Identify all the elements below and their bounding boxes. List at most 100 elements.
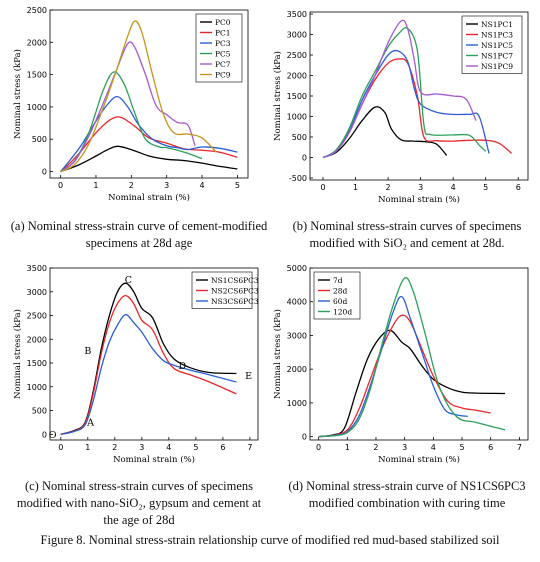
- chart-a-legend: [195, 13, 243, 83]
- chart-b-legend-label: NS1PC7: [481, 52, 513, 61]
- chart-a-series-pc9: [60, 20, 217, 173]
- chart-a-xtick-label: 0: [58, 181, 63, 190]
- chart-d-ytick-label: 2000: [287, 365, 307, 374]
- chart-b-legend-label: NS1PC1: [481, 20, 513, 29]
- chart-a-legend-label: PC7: [215, 60, 231, 69]
- chart-b-ytick-label: 1000: [287, 112, 307, 121]
- chart-a-legend-label: PC5: [215, 50, 231, 59]
- chart-d-legend-label: 28d: [333, 287, 348, 296]
- chart-b-series-ns1pc7: [322, 27, 487, 159]
- chart-c-xtick-label: 4: [166, 443, 171, 452]
- chart-c-ytick-label: 1500: [27, 359, 47, 368]
- chart-b-ytick-label: 3000: [287, 31, 307, 40]
- chart-a-ytick-label: 2500: [27, 6, 47, 15]
- chart-d-xtick-label: 4: [431, 443, 436, 452]
- chart-b-legend-label: NS1PC5: [481, 41, 513, 50]
- chart-d-xtick-label: 0: [316, 443, 321, 452]
- chart-c-legend-label: NS2CS6PC3: [211, 287, 259, 296]
- chart-c-annotation: O: [49, 430, 57, 441]
- chart-d-ytick-label: 4000: [287, 298, 307, 307]
- chart-d-xtick-label: 1: [345, 443, 350, 452]
- chart-a-series-pc7: [60, 41, 196, 173]
- chart-b-series-ns1pc1: [322, 106, 448, 159]
- chart-c-ytick-label: 3500: [27, 264, 47, 273]
- chart-d-ytick-label: 5000: [287, 264, 307, 273]
- figure-caption: Figure 8. Nominal stress-strain relation…: [40, 533, 500, 547]
- chart-b-xtick-label: 0: [320, 183, 325, 192]
- chart-d-legend-label: 7d: [333, 276, 343, 285]
- chart-d-series-60d: [318, 295, 468, 438]
- chart-c-series-ns2cs6pc3: [60, 294, 237, 435]
- chart-d-xtick-label: 3: [402, 443, 407, 452]
- chart-b-series-ns1pc9: [322, 19, 477, 159]
- chart-d-series-7d: [318, 329, 506, 438]
- chart-a-ytick-label: 2000: [27, 38, 47, 47]
- chart-a-ytick-label: 1000: [27, 103, 47, 112]
- chart-b-xtick-label: 1: [353, 183, 358, 192]
- chart-a-xtick-label: 4: [199, 181, 204, 190]
- chart-b-series-ns1pc5: [322, 49, 490, 159]
- chart-d-xtick-label: 5: [459, 443, 464, 452]
- chart-c-annotation: C: [125, 275, 132, 286]
- chart-c-ylabel: Nominal stress (kPa): [12, 309, 23, 399]
- chart-c-xtick-label: 1: [85, 443, 90, 452]
- chart-a-ytick-label: 0: [42, 168, 47, 177]
- chart-a-ylabel: Nominal stress (kPa): [12, 49, 23, 139]
- chart-a-svg: 0 500 1000 1500 2000 2500 0 1 2 3 4 5 Nominal strain…: [12, 6, 249, 203]
- chart-d-legend-label: 120d: [333, 308, 352, 317]
- chart-c-xtick-label: 0: [58, 443, 63, 452]
- chart-d-frame: [309, 267, 529, 441]
- chart-c-xtick-label: 3: [139, 443, 144, 452]
- chart-a: 0 500 1000 1500 2000 2500 0 1 2 3 4 5 Nominal strain…: [0, 0, 270, 205]
- chart-c-svg: 0 500 1000 1500 2000 2500 3000 3500 0 1 2 3 4 5 6 7 Nomi…: [12, 264, 259, 465]
- chart-a-xtick-label: 3: [164, 181, 169, 190]
- chart-b-xtick-label: 4: [451, 183, 456, 192]
- chart-c-xtick-label: 7: [247, 443, 252, 452]
- chart-a-series-pc0: [60, 145, 238, 173]
- chart-c-frame: [49, 267, 259, 441]
- chart-c-xtick-label: 2: [112, 443, 117, 452]
- chart-a-xlabel: Nominal strain (%): [108, 192, 190, 203]
- chart-d-series-28d: [318, 314, 491, 438]
- chart-c-ytick-label: 2000: [27, 335, 47, 344]
- chart-c-annotation: E: [245, 371, 252, 382]
- chart-d-ytick-label: 0: [302, 433, 307, 442]
- chart-b-ytick-label: 1500: [287, 92, 307, 101]
- chart-b-ytick-label: 2000: [287, 72, 307, 81]
- chart-d-xtick-label: 7: [517, 443, 522, 452]
- chart-c-ytick-label: 2500: [27, 312, 47, 321]
- chart-a-xtick-label: 5: [235, 181, 240, 190]
- chart-a-legend-label: PC1: [215, 29, 231, 38]
- chart-b-ytick-label: 2500: [287, 51, 307, 60]
- chart-d-ytick-label: 1000: [287, 399, 307, 408]
- chart-a-series-pc5: [60, 71, 203, 173]
- chart-c-annotation: B: [84, 346, 91, 357]
- chart-c-legend-label: NS1CS6PC3: [211, 276, 259, 285]
- chart-d: 0 1000 2000 3000 4000 5000 0 1 2 3 4 5 6 7 Nominal str…: [270, 262, 540, 472]
- chart-b-ytick-label: -500: [289, 174, 307, 183]
- chart-a-legend-label: PC3: [215, 39, 231, 48]
- chart-a-legend-label: PC0: [215, 18, 231, 27]
- chart-a-series-pc1: [60, 116, 238, 172]
- chart-a-legend-label: PC9: [215, 71, 231, 80]
- caption-d: (d) Nominal stress-strain curve of NS1CS…: [288, 479, 526, 510]
- chart-d-series-120d: [318, 277, 506, 438]
- chart-b-ytick-label: 3500: [287, 10, 307, 19]
- chart-b-xlabel: Nominal strain (%): [378, 194, 460, 205]
- chart-c-ytick-label: 1000: [27, 383, 47, 392]
- chart-b: -500 0 500 1000 1500 2000 2500 3000 3500 0 1 2 3 4 5 6 N…: [270, 0, 540, 205]
- chart-a-frame: [49, 9, 249, 179]
- chart-c-annotation: D: [179, 361, 187, 372]
- chart-d-ylabel: Nominal stress (kPa): [272, 309, 283, 399]
- chart-b-xtick-label: 3: [418, 183, 423, 192]
- chart-d-legend-label: 60d: [333, 297, 348, 306]
- chart-c-xtick-label: 6: [220, 443, 225, 452]
- chart-a-ytick-label: 1500: [27, 71, 47, 80]
- chart-d-svg: 0 1000 2000 3000 4000 5000 0 1 2 3 4 5 6 7 Nominal str…: [272, 264, 529, 465]
- chart-a-xtick-label: 2: [129, 181, 134, 190]
- chart-d-xtick-label: 6: [488, 443, 493, 452]
- chart-c-ytick-label: 500: [32, 407, 47, 416]
- chart-b-ylabel: Nominal stress (kPa): [272, 51, 283, 141]
- chart-b-xtick-label: 6: [516, 183, 521, 192]
- chart-c-xlabel: Nominal strain (%): [113, 454, 195, 465]
